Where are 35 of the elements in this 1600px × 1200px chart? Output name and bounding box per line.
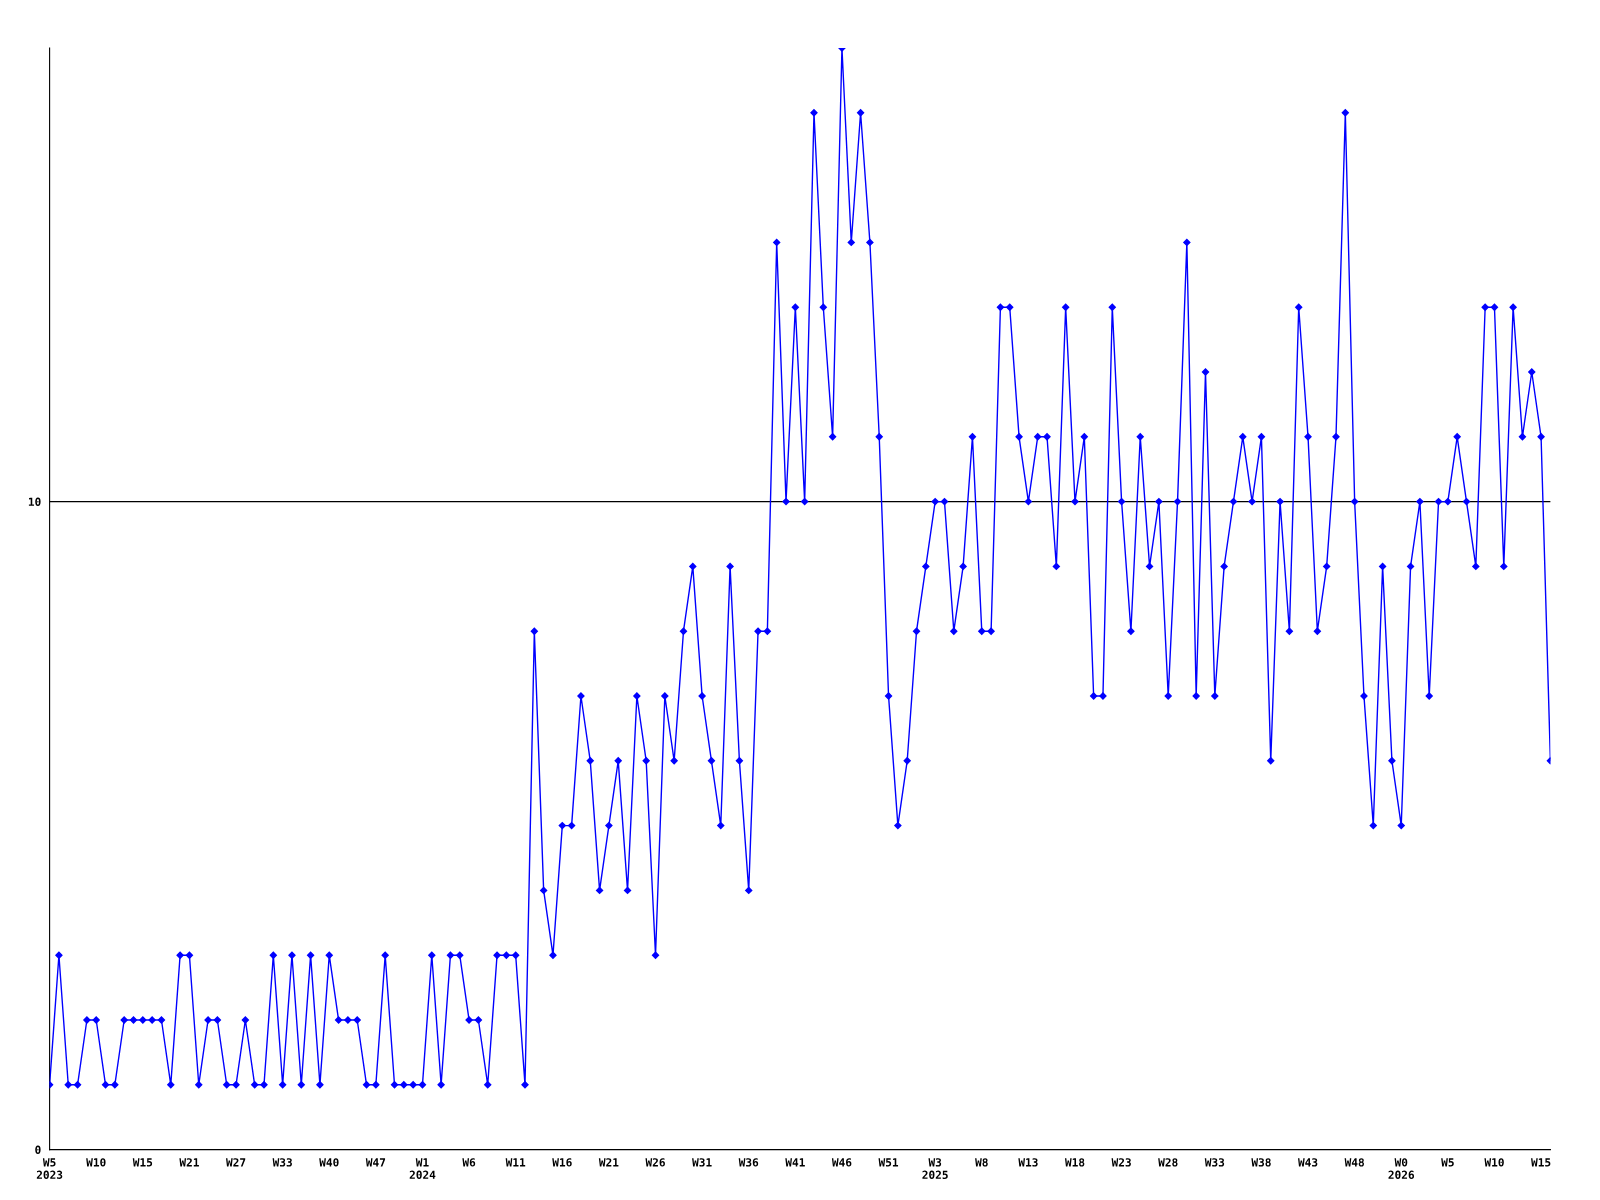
x-tick-label: W31 — [692, 1158, 712, 1167]
x-tick-label: W5 2023 — [36, 1158, 63, 1179]
x-tick-label: W21 — [179, 1158, 199, 1167]
x-tick-label: W48 — [1344, 1158, 1364, 1167]
x-tick-label: W15 — [1531, 1158, 1551, 1167]
y-tick-label: 0 — [35, 1145, 41, 1154]
x-tick-label: W1 2024 — [409, 1158, 436, 1179]
x-tick-label: W46 — [831, 1158, 852, 1167]
x-tick-label: W3 2025 — [922, 1158, 948, 1179]
x-tick-label: W33 — [272, 1158, 292, 1167]
x-tick-label: W15 — [132, 1158, 153, 1167]
x-tick-label: W18 — [1064, 1158, 1085, 1167]
x-tick-label: W5 — [1441, 1158, 1454, 1167]
x-tick-label: W10 — [86, 1158, 106, 1167]
x-tick-label: W16 — [552, 1158, 572, 1167]
x-tick-label: W28 — [1158, 1158, 1178, 1167]
x-tick-label: W11 — [505, 1158, 526, 1167]
x-tick-label: W41 — [785, 1158, 805, 1167]
x-tick-label: W8 — [975, 1158, 988, 1167]
x-tick-label: W6 — [462, 1158, 476, 1167]
x-tick-label: W26 — [645, 1158, 665, 1167]
x-tick-label: W51 — [878, 1158, 899, 1167]
x-tick-label: W23 — [1111, 1158, 1131, 1167]
x-tick-label: W21 — [598, 1158, 619, 1167]
x-tick-label: W36 — [738, 1158, 759, 1167]
x-tick-label: W43 — [1298, 1158, 1318, 1167]
x-tick-label: W0 2026 — [1388, 1158, 1415, 1179]
x-tick-label: W13 — [1018, 1158, 1038, 1167]
x-tick-label: W40 — [319, 1158, 339, 1167]
x-tick-label: W10 — [1484, 1158, 1504, 1167]
x-tick-label: W27 — [226, 1158, 246, 1167]
x-tick-label: W33 — [1204, 1158, 1225, 1167]
y-tick-label: 10 — [28, 497, 41, 506]
x-tick-label: W38 — [1251, 1158, 1271, 1167]
x-tick-label: W47 — [365, 1158, 386, 1167]
